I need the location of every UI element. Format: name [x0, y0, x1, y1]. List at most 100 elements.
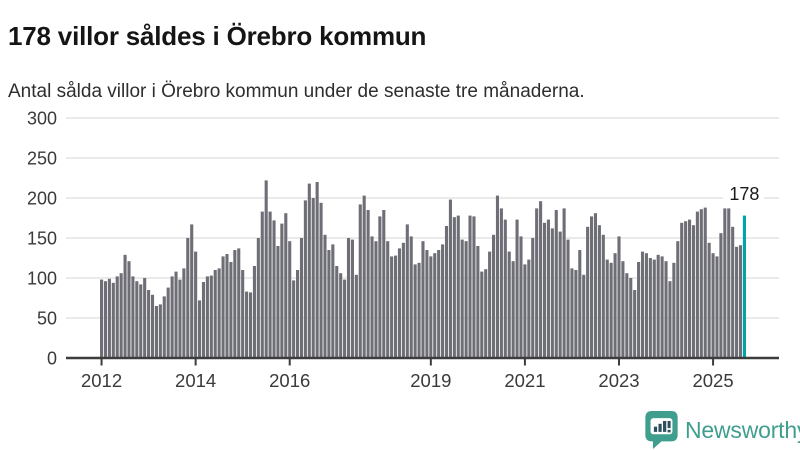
bar	[158, 304, 162, 358]
bar	[652, 259, 656, 358]
bar	[648, 258, 652, 358]
bar	[307, 183, 311, 358]
bar	[503, 219, 507, 358]
bar	[601, 234, 605, 358]
bar	[452, 217, 456, 358]
bar	[621, 261, 625, 358]
bar	[272, 220, 276, 358]
bar	[182, 268, 186, 358]
bar	[107, 278, 111, 358]
bar	[703, 207, 707, 358]
bar	[382, 210, 386, 358]
y-axis-tick-label: 150	[27, 229, 57, 249]
bar	[578, 250, 582, 358]
bar	[413, 264, 417, 358]
bar	[558, 231, 562, 358]
bar	[143, 278, 147, 358]
bar	[586, 226, 590, 358]
y-axis-tick-label: 300	[27, 109, 57, 129]
bar	[441, 244, 445, 358]
bar	[139, 284, 143, 358]
bar	[507, 251, 511, 358]
y-axis-tick-label: 0	[47, 349, 57, 369]
x-axis-tick-label: 2021	[504, 370, 545, 391]
bar	[554, 210, 558, 358]
bar	[111, 282, 115, 358]
bar	[711, 253, 715, 358]
bar	[350, 239, 354, 358]
bar	[198, 300, 202, 358]
bar	[633, 290, 637, 358]
bar	[495, 195, 500, 358]
x-axis-tick-label: 2025	[692, 370, 733, 391]
bar	[131, 276, 135, 358]
bar	[546, 219, 550, 358]
bar	[284, 213, 288, 358]
bar	[311, 198, 315, 358]
bar	[147, 290, 151, 358]
bar	[417, 262, 421, 358]
bar	[425, 250, 429, 358]
bar	[472, 216, 476, 358]
bar	[233, 250, 237, 358]
bar	[535, 208, 539, 358]
chart-subtitle: Antal sålda villor i Örebro kommun under…	[8, 81, 585, 102]
bar	[319, 202, 323, 358]
latest-value-label: 178	[729, 184, 759, 204]
bar	[127, 261, 131, 358]
bar	[707, 242, 711, 358]
bar	[150, 294, 155, 358]
x-axis-tick-label: 2014	[175, 370, 216, 391]
bar	[178, 279, 182, 358]
bar	[241, 270, 245, 358]
bar	[550, 228, 554, 358]
x-axis-tick-label: 2016	[269, 370, 310, 391]
bar	[562, 208, 566, 358]
bar	[370, 236, 374, 358]
bar	[397, 248, 402, 358]
bar	[248, 292, 253, 358]
bar	[680, 222, 684, 358]
y-axis-tick-label: 100	[27, 269, 57, 289]
bar	[731, 226, 735, 358]
bar	[593, 213, 598, 358]
bar	[539, 201, 543, 358]
bar	[225, 254, 229, 358]
bar	[464, 241, 468, 358]
bar	[715, 256, 719, 358]
x-axis-tick-label: 2023	[598, 370, 639, 391]
bar	[100, 279, 104, 358]
bar	[640, 251, 645, 358]
bar	[523, 264, 527, 358]
bar	[429, 256, 433, 358]
bar	[394, 255, 398, 358]
bar	[738, 245, 743, 358]
bar	[448, 199, 452, 358]
bar	[499, 208, 503, 358]
bar	[276, 246, 280, 358]
bar	[605, 259, 609, 358]
bar	[229, 262, 233, 358]
highlight-bar	[742, 215, 746, 358]
bar	[256, 238, 260, 358]
bar	[727, 208, 731, 358]
bar	[378, 216, 382, 358]
bar	[170, 276, 174, 358]
bar	[154, 306, 158, 358]
bar	[288, 241, 292, 358]
bar	[190, 224, 194, 358]
y-axis-tick-label: 250	[27, 149, 57, 169]
bar	[672, 262, 676, 358]
bar	[456, 215, 460, 358]
bar-chart-canvas: 0 50 100 150 200 250 300 2012 2014 2016 2019 2021 20…	[27, 109, 779, 391]
bar	[480, 271, 484, 358]
bar	[201, 282, 206, 358]
bar	[582, 274, 586, 358]
bar	[644, 253, 648, 358]
bar	[511, 261, 515, 358]
bar	[566, 239, 570, 358]
bar	[366, 210, 370, 358]
bar	[660, 256, 664, 358]
bar	[664, 261, 668, 358]
bar	[237, 248, 241, 358]
